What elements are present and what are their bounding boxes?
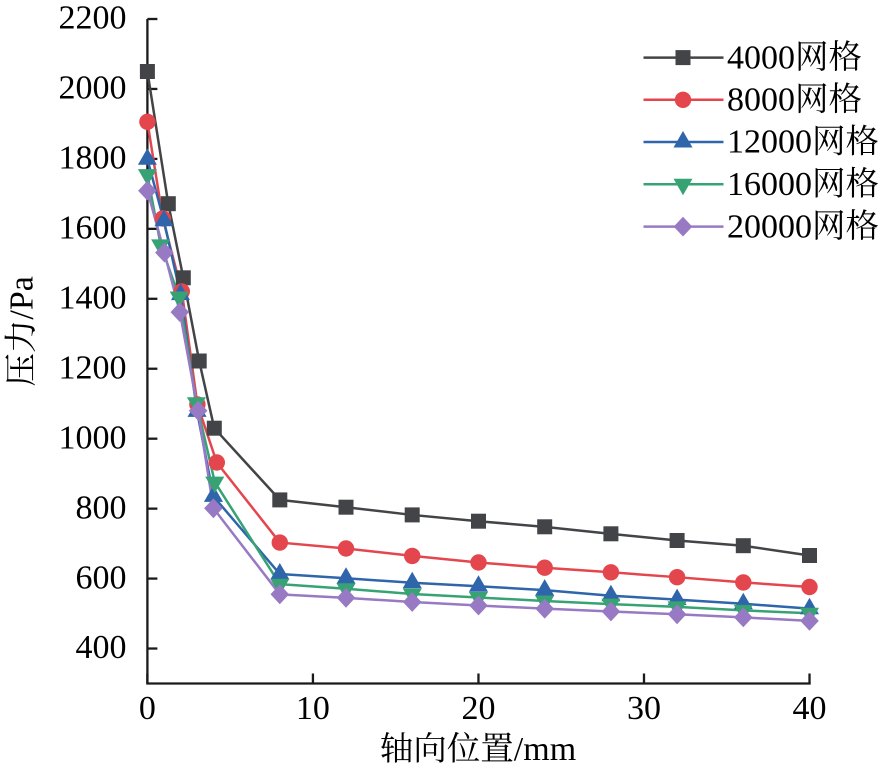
- svg-text:12000: 12000: [727, 124, 812, 161]
- svg-text:8000: 8000: [727, 82, 795, 119]
- svg-text:20: 20: [462, 690, 496, 727]
- svg-text:2000: 2000: [59, 70, 127, 107]
- svg-text:16000: 16000: [727, 166, 812, 203]
- svg-text:1200: 1200: [59, 349, 127, 386]
- svg-text:1800: 1800: [59, 140, 127, 177]
- svg-text:4000: 4000: [727, 39, 795, 76]
- svg-text:0: 0: [139, 690, 156, 727]
- svg-text:600: 600: [76, 559, 127, 596]
- svg-text:/Pa: /Pa: [4, 276, 41, 319]
- svg-text:2200: 2200: [59, 0, 127, 37]
- svg-text:30: 30: [627, 690, 661, 727]
- svg-text:1600: 1600: [59, 210, 127, 247]
- svg-text:40: 40: [793, 690, 827, 727]
- svg-text:1400: 1400: [59, 280, 127, 317]
- svg-text:1000: 1000: [59, 419, 127, 456]
- svg-text:20000: 20000: [727, 208, 812, 245]
- svg-text:10: 10: [296, 690, 330, 727]
- svg-text:/mm: /mm: [514, 731, 576, 768]
- svg-text:400: 400: [76, 629, 127, 666]
- svg-text:800: 800: [76, 489, 127, 526]
